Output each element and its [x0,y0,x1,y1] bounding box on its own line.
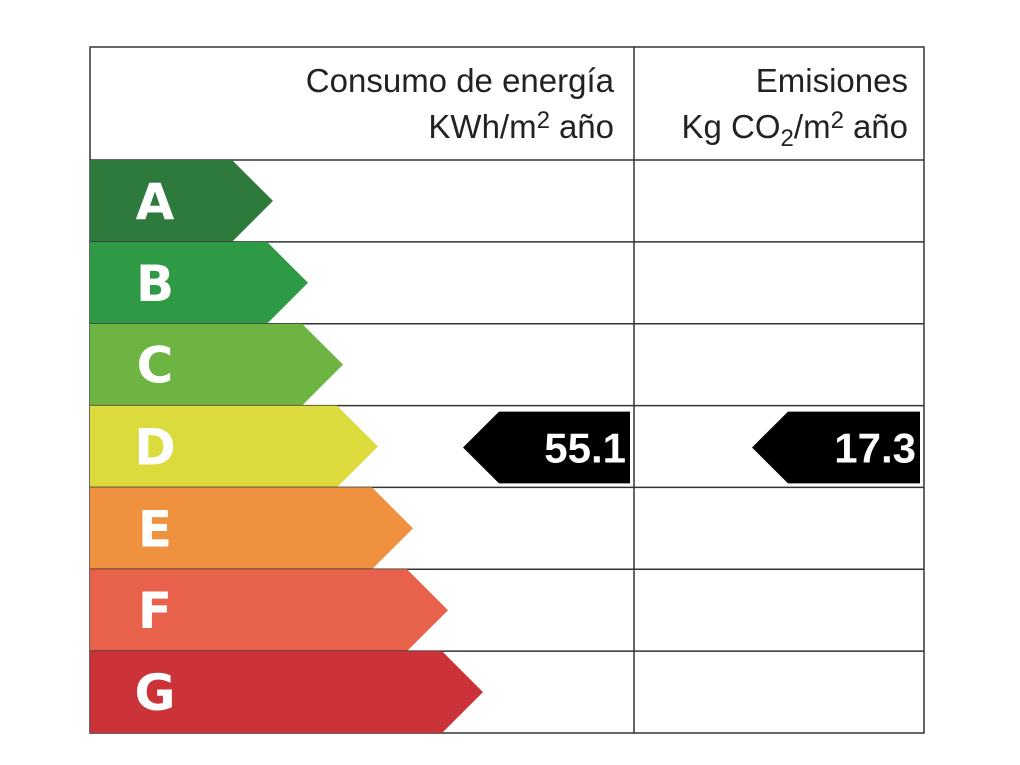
rating-arrow [90,405,378,488]
rating-arrow [90,487,413,570]
unit: KWh/m [428,108,536,145]
consumption-unit: KWh/m2 año [428,107,614,145]
consumption-title: Consumo de energía [306,62,615,99]
unit-exp: 2 [831,107,844,134]
rating-letter: D [134,419,176,477]
emissions-unit: Kg CO2/m2 año [682,107,909,152]
rating-arrow [90,160,273,242]
rating-arrow [90,651,483,733]
rating-letter: G [134,664,175,722]
emissions-title: Emisiones [756,62,908,99]
indicator-value: 17.3 [834,425,916,472]
rating-arrow [90,569,448,652]
indicator-arrow [463,411,630,484]
unit-tail: año [853,108,908,145]
rating-letter: C [137,337,174,395]
indicator-arrow [752,411,920,484]
unit-sub: 2 [781,125,794,152]
rating-arrow [90,323,343,406]
rating-letter: F [138,582,172,640]
rating-letter: B [136,255,174,313]
unit-mid: /m [794,108,831,145]
unit-tail: año [559,108,614,145]
rating-arrow [90,241,308,324]
unit-exp: 2 [537,107,550,134]
rating-letter: E [138,500,172,558]
unit: Kg CO [682,108,781,145]
indicator-value: 55.1 [544,425,626,472]
rating-letter: A [136,173,175,231]
